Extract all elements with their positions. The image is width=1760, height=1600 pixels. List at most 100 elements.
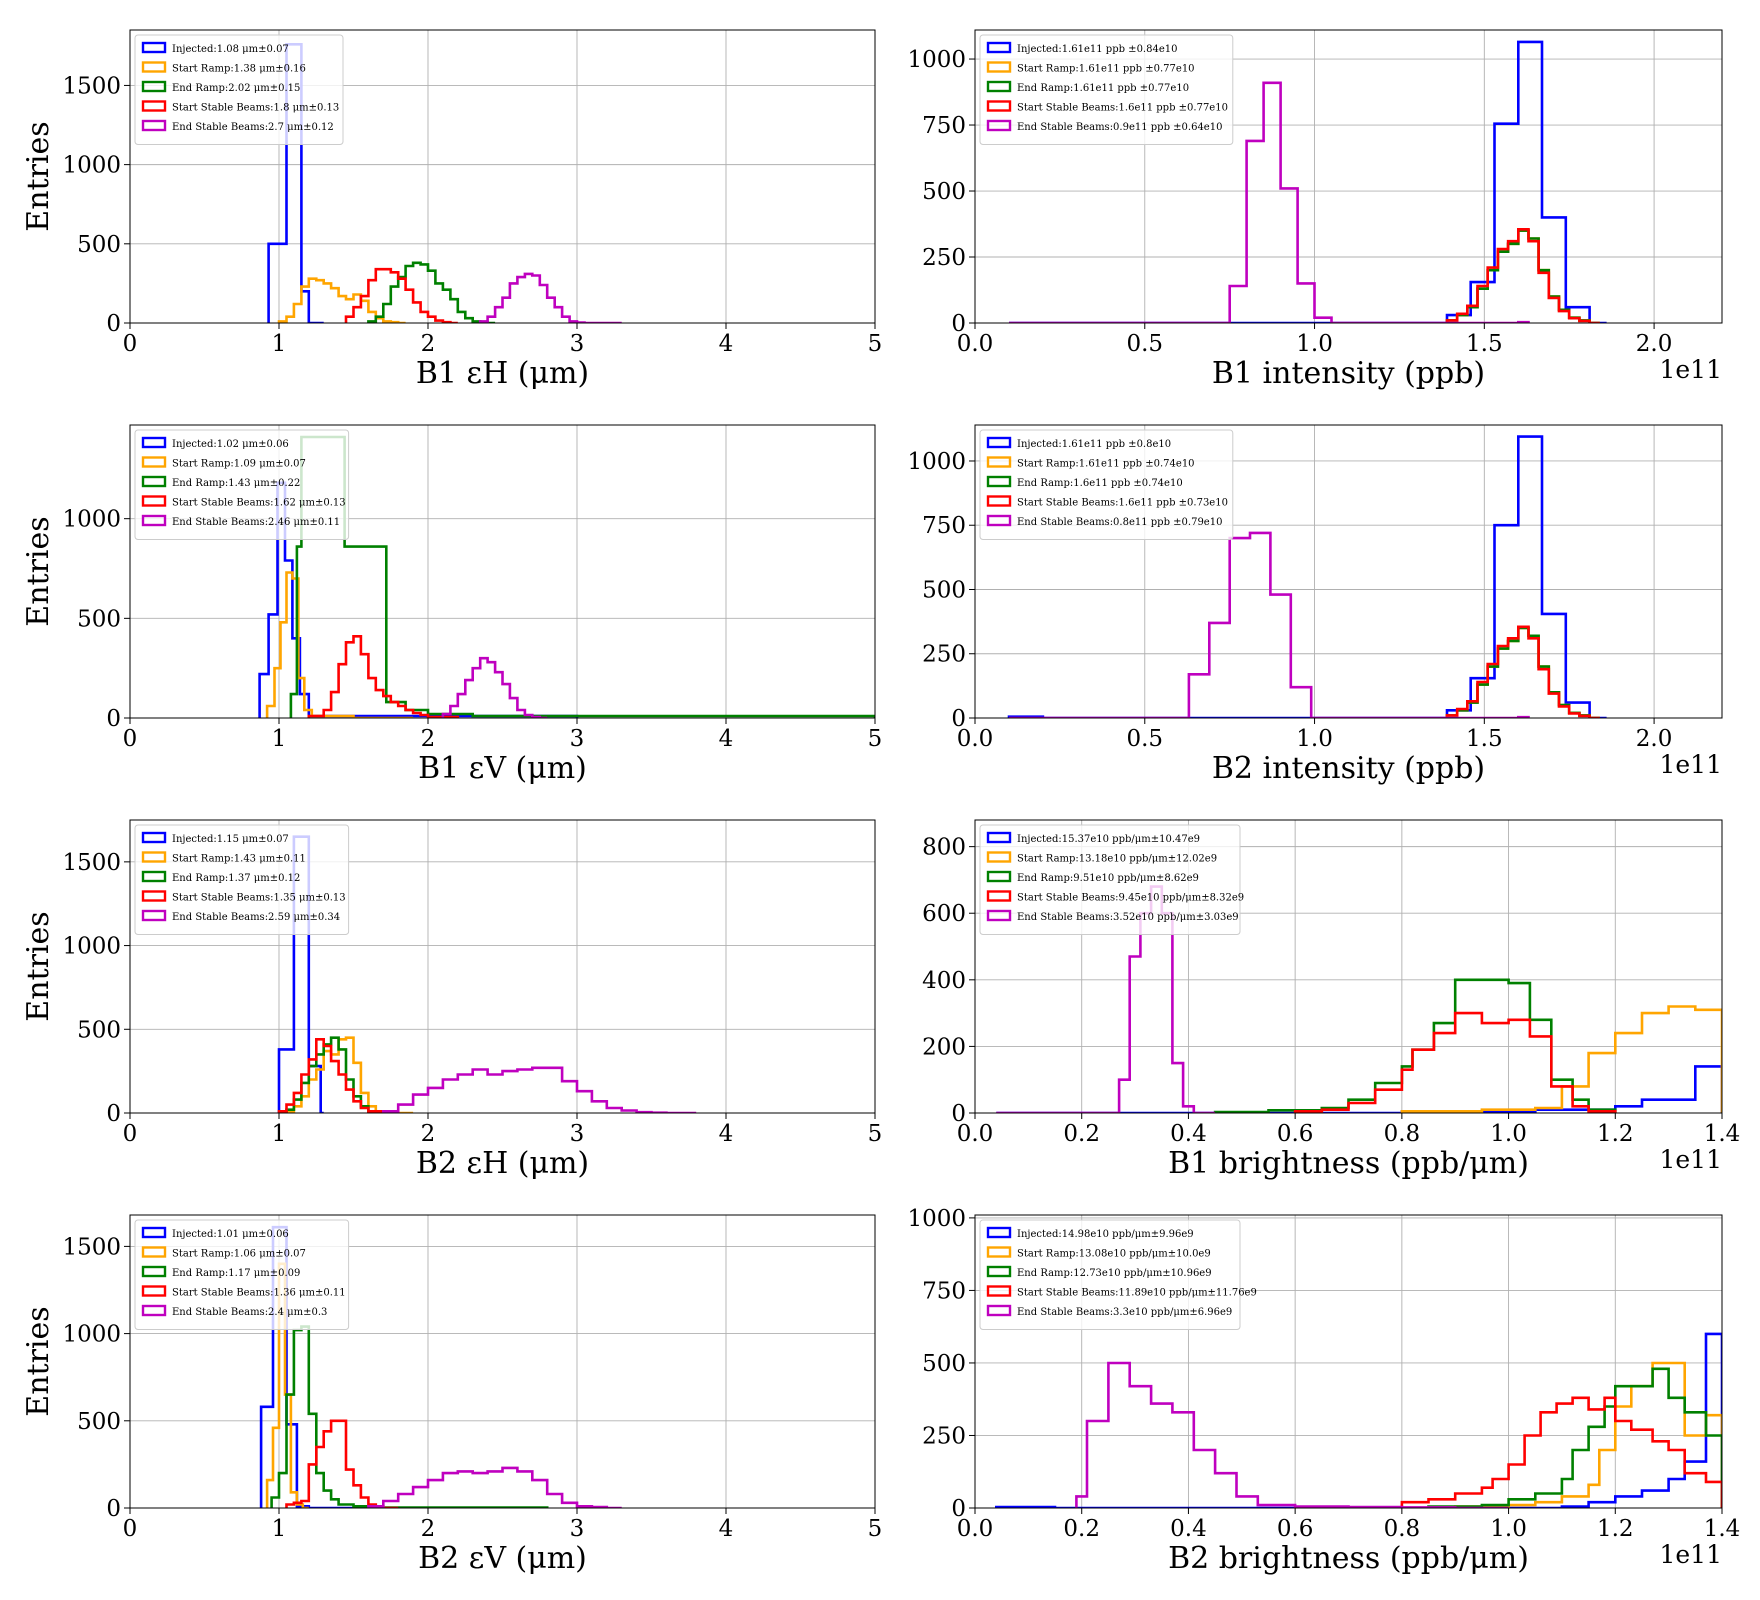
y-tick-label: 0 — [951, 1496, 966, 1522]
x-tick-label: 0 — [123, 1121, 138, 1147]
legend-swatch — [141, 1304, 167, 1317]
legend-entry: End Ramp:9.51e10 ppb/μm±8.62e9 — [1017, 873, 1199, 884]
legend-entry: Injected:1.15 μm±0.07 — [172, 834, 289, 845]
legend-entry: Start Stable Beams:1.62 μm±0.13 — [172, 498, 346, 509]
legend-swatch — [141, 831, 167, 844]
legend-swatch — [141, 495, 167, 507]
x-tick-label: 0.6 — [1277, 1121, 1314, 1147]
plot-frame — [129, 819, 876, 1114]
y-tick-label: 1500 — [62, 73, 121, 99]
x-axis-label: B1 brightness (ppb/μm) — [1168, 1146, 1529, 1181]
series-group — [259, 1225, 622, 1508]
x-tick-label: 5 — [868, 1121, 883, 1147]
legend-swatch — [986, 119, 1012, 132]
chart-b1-bright: 0.0 0.2 0.4 0.6 0.8 1.0 1.2 1.4 0 200 400 600 800 B1 … — [922, 819, 1740, 1181]
legend-swatch — [986, 61, 1012, 73]
legend-swatch — [141, 475, 167, 488]
x-tick-label: 0.6 — [1277, 1516, 1314, 1542]
x-tick-label: 1.5 — [1466, 726, 1503, 752]
histogram-series-1 — [996, 1065, 1722, 1113]
legend-entry: Start Stable Beams:1.8 μm±0.13 — [172, 103, 339, 114]
legend-entry: End Ramp:1.43 μm±0.22 — [172, 478, 300, 489]
y-tick-label: 0 — [951, 311, 966, 337]
x-tick-label: 0.8 — [1384, 1516, 1421, 1542]
legend-entry: End Stable Beams:2.4 μm±0.3 — [172, 1307, 327, 1318]
legend-swatch — [986, 41, 1012, 54]
legend-entry: End Stable Beams:2.46 μm±0.11 — [172, 517, 340, 528]
legend: Injected:1.61e11 ppb ±0.8e10 Start Ramp:1… — [979, 429, 1234, 540]
legend-entry: Start Ramp:1.43 μm±0.11 — [172, 854, 306, 865]
histogram-series-2 — [265, 1262, 309, 1508]
series-group — [258, 435, 875, 718]
histogram-series-3 — [367, 261, 496, 323]
series-group — [1009, 40, 1607, 323]
x-tick-label: 1 — [272, 1121, 287, 1147]
y-tick-label: 1000 — [907, 1206, 966, 1232]
y-tick-label: 1000 — [62, 934, 121, 960]
x-tick-label: 1.2 — [1597, 1121, 1634, 1147]
x-tick-label: 0.2 — [1063, 1121, 1100, 1147]
legend-box — [134, 1219, 350, 1330]
legend: Injected:14.98e10 ppb/μm±9.96e9 Start Ram… — [979, 1219, 1257, 1330]
histogram-series-3 — [1427, 1367, 1722, 1508]
chart-b1-int: 0.0 0.5 1.0 1.5 2.0 0 250 500 750 1000 B1 intensit… — [907, 29, 1723, 391]
legend-entry: End Ramp:1.6e11 ppb ±0.74e10 — [1017, 478, 1183, 489]
x-tick-label: 4 — [719, 331, 734, 357]
legend-entry: End Stable Beams:2.7 μm±0.12 — [172, 122, 334, 133]
x-tick-label: 3 — [570, 1516, 585, 1542]
legend-entry: Start Ramp:13.08e10 ppb/μm±10.0e9 — [1017, 1249, 1211, 1260]
x-tick-label: 1 — [272, 726, 287, 752]
x-tick-label: 2 — [421, 331, 436, 357]
legend: Injected:1.61e11 ppb ±0.84e10 Start Ramp:… — [979, 34, 1234, 145]
x-axis-label: B2 εH (μm) — [416, 1146, 589, 1181]
histogram-series-1 — [1009, 40, 1607, 323]
legend-entry: Injected:1.61e11 ppb ±0.8e10 — [1017, 439, 1171, 450]
legend-entry: End Ramp:1.61e11 ppb ±0.77e10 — [1017, 83, 1189, 94]
legend-entry: Start Stable Beams:1.6e11 ppb ±0.73e10 — [1017, 498, 1228, 509]
legend-swatch — [986, 1265, 1012, 1278]
y-tick-label: 1000 — [62, 1322, 121, 1348]
legend-entry: Injected:1.61e11 ppb ±0.84e10 — [1017, 44, 1177, 55]
legend: Injected:15.37e10 ppb/μm±10.47e9 Start Ra… — [979, 824, 1244, 935]
histogram-series-2 — [1400, 1005, 1722, 1113]
x-tick-label: 4 — [719, 1516, 734, 1542]
chart-b2-int: 0.0 0.5 1.0 1.5 2.0 0 250 500 750 1000 B2 intensit… — [907, 424, 1723, 786]
legend-entry: Start Stable Beams:1.35 μm±0.13 — [172, 893, 346, 904]
plot-frame — [974, 1214, 1723, 1509]
y-axis-label: Entries — [21, 121, 56, 231]
x-tick-label: 4 — [719, 726, 734, 752]
y-tick-label: 500 — [922, 179, 966, 205]
x-axis-label: B1 εV (μm) — [418, 751, 587, 786]
plot-frame — [974, 29, 1723, 324]
x-tick-label: 0 — [123, 726, 138, 752]
legend-swatch — [986, 1246, 1012, 1258]
y-tick-label: 0 — [106, 706, 121, 732]
y-tick-label: 250 — [922, 1423, 966, 1449]
x-tick-label: 2.0 — [1636, 726, 1673, 752]
x-tick-label: 2 — [421, 1516, 436, 1542]
y-tick-label: 400 — [922, 968, 966, 994]
x-tick-label: 1.0 — [1296, 726, 1333, 752]
x-tick-label: 0.0 — [957, 1516, 994, 1542]
legend-entry: End Stable Beams:3.3e10 ppb/μm±6.96e9 — [1017, 1307, 1232, 1318]
x-tick-label: 0.5 — [1126, 331, 1163, 357]
x-tick-label: 0.4 — [1170, 1516, 1207, 1542]
legend: Injected:1.15 μm±0.07 Start Ramp:1.43 μm±… — [134, 824, 350, 935]
x-tick-label: 1.0 — [1490, 1121, 1527, 1147]
x-tick-label: 2.0 — [1636, 331, 1673, 357]
x-axis-scale-label: 1e11 — [1659, 750, 1722, 779]
legend-swatch — [986, 831, 1012, 844]
legend-entry: End Stable Beams:2.59 μm±0.34 — [172, 912, 340, 923]
x-tick-label: 0 — [123, 1516, 138, 1542]
legend-entry: Start Stable Beams:1.36 μm±0.11 — [172, 1288, 346, 1299]
legend-swatch — [141, 100, 167, 112]
legend-entry: End Stable Beams:3.52e10 ppb/μm±3.03e9 — [1017, 912, 1239, 923]
plot-frame — [974, 819, 1723, 1114]
y-tick-label: 0 — [106, 311, 121, 337]
histogram-series-5 — [1075, 1361, 1509, 1508]
y-tick-label: 1000 — [907, 47, 966, 73]
x-tick-label: 0.0 — [957, 726, 994, 752]
legend-swatch — [986, 1226, 1012, 1239]
x-axis-label: B1 intensity (ppb) — [1212, 356, 1485, 391]
y-tick-label: 0 — [106, 1101, 121, 1127]
